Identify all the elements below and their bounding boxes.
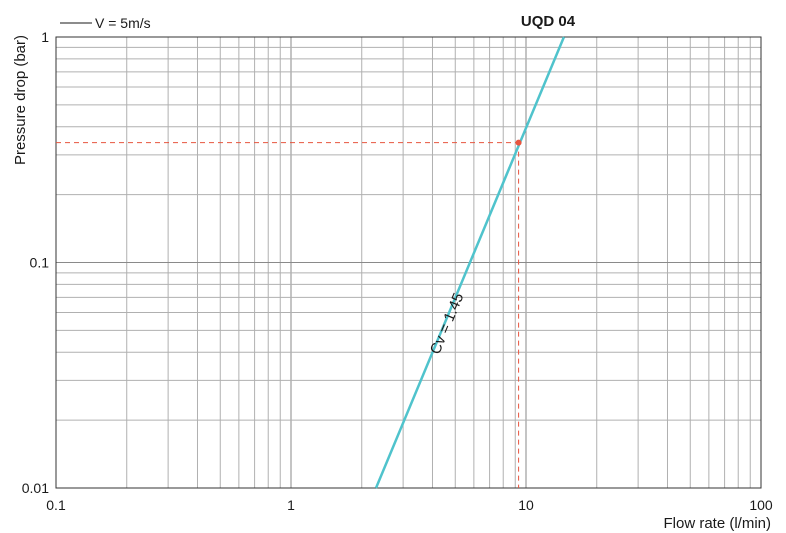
series-line-cv: [374, 36, 566, 489]
legend-label: V = 5m/s: [95, 15, 151, 31]
y-tick-label: 0.1: [30, 255, 50, 271]
x-tick-label: 10: [518, 497, 534, 513]
y-tick-labels: 0.01 0.1 1: [22, 29, 49, 496]
y-tick-label: 1: [41, 29, 49, 45]
x-tick-labels: 0.1 1 10 100: [46, 497, 773, 513]
y-tick-label: 0.01: [22, 480, 49, 496]
x-tick-label: 0.1: [46, 497, 66, 513]
chart-title: UQD 04: [521, 13, 576, 30]
operating-point-marker: [515, 139, 522, 146]
x-axis-title: Flow rate (l/min): [663, 515, 771, 532]
legend: V = 5m/s: [60, 15, 151, 31]
chart-grid: [56, 37, 761, 488]
chart-marks: [56, 36, 566, 489]
x-tick-label: 1: [287, 497, 295, 513]
plot-area-frame: [55, 36, 762, 489]
y-axis-title: Pressure drop (bar): [12, 35, 29, 165]
x-tick-label: 100: [749, 497, 773, 513]
